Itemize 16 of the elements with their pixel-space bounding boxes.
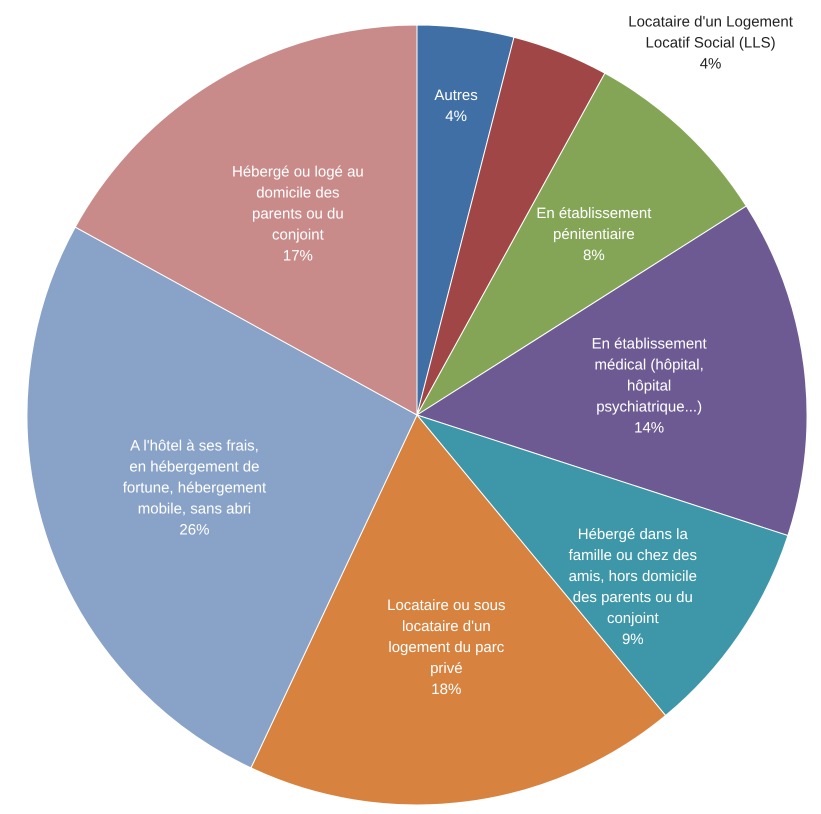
data-label: 4% xyxy=(700,54,722,72)
slice-label: En établissement pénitentiaire xyxy=(536,204,652,242)
slice-label: Autres xyxy=(434,86,478,104)
slice-label: A l'hôtel à ses frais, en hébergement de fortune, hébergement mobile, sans abri xyxy=(122,436,267,517)
data-label: 4% xyxy=(445,107,467,124)
data-label: 18% xyxy=(431,680,462,698)
slice-label: Hébergé ou logé au domicile des parents ou du conjoint xyxy=(232,163,364,244)
slice-label: Locataire ou sous locataire d'un logement du parc privé xyxy=(387,596,506,677)
data-label: 17% xyxy=(282,247,313,264)
slice-label: Hébergé dans la famille ou chez des amis, hors domicile des parents ou du conjoint xyxy=(568,525,697,626)
slice-label: Locataire d'un Logement Locatif Social (LLS) xyxy=(628,12,794,51)
data-label: 8% xyxy=(583,246,605,264)
data-label: 14% xyxy=(634,419,664,436)
data-label: 9% xyxy=(622,630,644,648)
slice-label: En établissement médical (hôpital, hôpital psychiatrique...) xyxy=(592,335,708,416)
data-label: 26% xyxy=(179,520,210,538)
